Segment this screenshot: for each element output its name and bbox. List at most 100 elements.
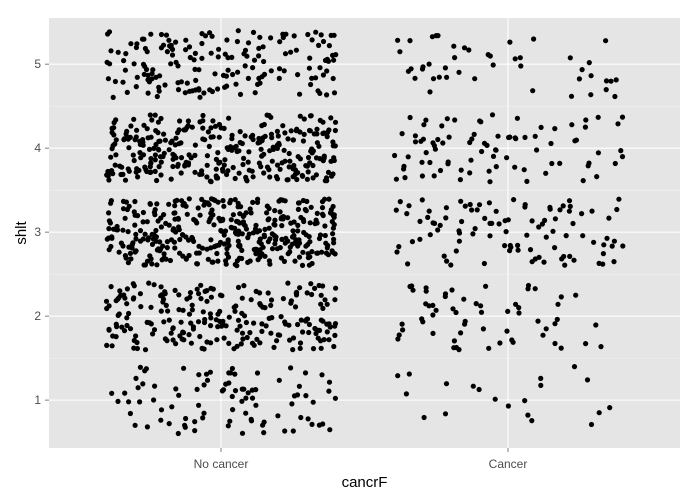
data-point [177, 118, 183, 124]
data-point [527, 247, 534, 253]
data-point [172, 203, 178, 209]
data-point [293, 128, 299, 134]
data-point [220, 198, 226, 204]
data-point [246, 231, 252, 237]
data-point [568, 93, 575, 99]
data-point [236, 243, 242, 249]
data-point [242, 133, 248, 139]
data-point [202, 288, 208, 294]
data-point [198, 296, 204, 302]
data-point [267, 148, 273, 154]
data-point [182, 422, 188, 428]
data-point [394, 249, 400, 255]
data-point [234, 327, 240, 333]
data-point [478, 303, 484, 309]
data-point [155, 119, 161, 125]
data-point [204, 339, 210, 345]
data-point [451, 43, 457, 49]
data-point [492, 396, 498, 402]
data-point [182, 90, 188, 96]
data-point [560, 203, 566, 209]
data-point [103, 298, 110, 304]
data-point [571, 364, 578, 370]
data-point [327, 427, 333, 433]
data-point [237, 211, 243, 217]
data-point [290, 335, 297, 341]
data-point [241, 283, 247, 289]
data-point [552, 216, 559, 222]
data-point [585, 163, 591, 169]
data-point [281, 214, 287, 220]
data-point [175, 430, 181, 437]
data-point [172, 210, 178, 216]
data-point [285, 280, 291, 286]
data-point [152, 212, 158, 218]
data-point [419, 159, 425, 165]
data-point [317, 117, 323, 123]
data-point [513, 136, 519, 142]
data-point [406, 371, 412, 377]
data-point [170, 163, 176, 170]
data-point [218, 125, 224, 131]
data-point [109, 235, 115, 241]
data-point [495, 133, 501, 139]
data-point [237, 91, 244, 97]
x-tick-label: Cancer [489, 457, 528, 471]
data-point [194, 386, 200, 392]
data-point [205, 256, 211, 262]
data-point [305, 154, 312, 161]
data-point [272, 208, 278, 214]
data-point [586, 60, 592, 66]
data-point [522, 398, 528, 404]
data-point [249, 340, 256, 346]
data-point [123, 51, 129, 57]
data-point [190, 326, 196, 332]
data-point [253, 387, 259, 393]
data-point [135, 213, 141, 219]
data-point [282, 130, 288, 136]
data-point [204, 153, 210, 159]
data-point [161, 212, 167, 218]
data-point [154, 262, 160, 268]
data-point [552, 245, 558, 251]
data-point [122, 390, 128, 396]
data-point [294, 392, 301, 398]
data-point [534, 147, 540, 153]
data-point [194, 286, 200, 292]
data-point [266, 225, 272, 231]
data-point [230, 71, 236, 78]
data-point [158, 115, 164, 122]
data-point [144, 126, 150, 132]
data-point [293, 47, 299, 53]
data-point [149, 261, 155, 267]
data-point [467, 170, 473, 176]
data-point [154, 177, 160, 184]
data-point [470, 383, 476, 389]
data-point [296, 254, 303, 260]
data-point [224, 145, 230, 151]
data-point [264, 203, 270, 209]
data-point [166, 222, 172, 228]
data-point [443, 381, 450, 387]
data-point [167, 43, 173, 49]
data-point [225, 254, 232, 260]
data-point [217, 308, 223, 314]
data-point [248, 416, 254, 422]
data-point [604, 235, 610, 241]
data-point [543, 170, 549, 176]
data-point [588, 73, 594, 79]
data-point [254, 336, 260, 342]
data-point [209, 33, 215, 39]
data-point [222, 157, 228, 163]
data-point [137, 150, 143, 156]
data-point [149, 241, 156, 247]
data-point [152, 383, 158, 389]
data-point [412, 75, 418, 81]
data-point [269, 246, 276, 252]
data-point [162, 137, 168, 143]
data-point [305, 416, 311, 422]
data-point [124, 89, 130, 95]
data-point [313, 172, 319, 178]
data-point [557, 160, 563, 166]
data-point [579, 211, 585, 217]
